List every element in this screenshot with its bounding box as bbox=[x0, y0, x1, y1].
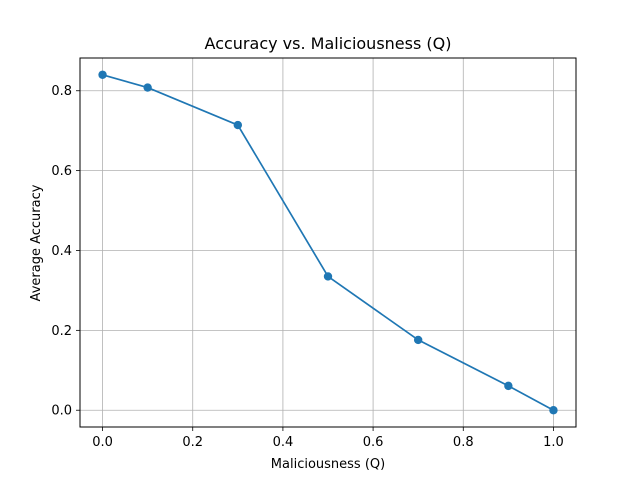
data-point bbox=[233, 120, 243, 130]
x-tick-label: 0.0 bbox=[92, 435, 113, 450]
data-point bbox=[504, 381, 513, 391]
y-axis-label: Average Accuracy bbox=[29, 184, 44, 301]
x-tick-label: 1.0 bbox=[543, 435, 564, 450]
x-axis-label: Maliciousness (Q) bbox=[271, 457, 385, 472]
x-axis: 0.0 0.2 0.4 0.6 0.8 1.0 bbox=[92, 427, 564, 450]
x-tick-label: 0.2 bbox=[182, 435, 203, 450]
data-point bbox=[549, 406, 558, 415]
y-tick-label: 0.8 bbox=[51, 84, 72, 99]
x-tick-label: 0.4 bbox=[273, 435, 294, 450]
data-point bbox=[413, 335, 423, 345]
grid bbox=[80, 58, 576, 427]
y-tick-label: 0.6 bbox=[51, 164, 72, 179]
y-tick-label: 0.2 bbox=[51, 324, 72, 339]
plot-frame bbox=[79, 57, 577, 428]
x-tick-label: 0.6 bbox=[363, 435, 384, 450]
x-tick-label: 0.8 bbox=[453, 435, 474, 450]
y-axis: 0.0 0.2 0.4 0.6 0.8 bbox=[51, 84, 80, 419]
chart-title: Accuracy vs. Maliciousness (Q) bbox=[205, 34, 452, 53]
series-layer bbox=[98, 70, 558, 415]
data-point bbox=[98, 70, 107, 79]
y-tick-label: 0.4 bbox=[51, 244, 72, 259]
y-tick-label: 0.0 bbox=[51, 404, 72, 419]
data-point bbox=[323, 272, 333, 281]
data-point bbox=[143, 83, 152, 92]
